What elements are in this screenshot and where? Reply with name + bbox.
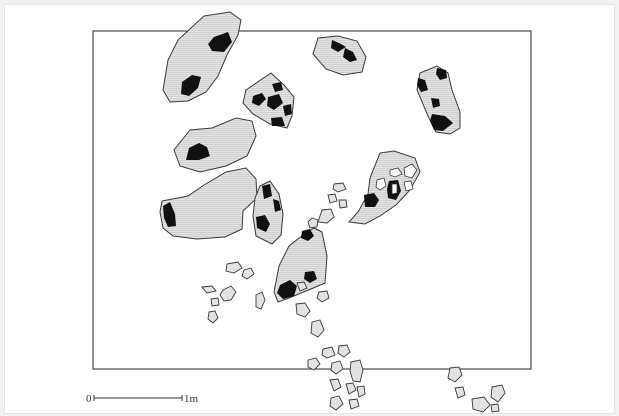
light-inclusions — [375, 163, 418, 195]
dark-patches — [163, 32, 453, 299]
dark-patch — [252, 93, 266, 106]
small-stone — [329, 395, 344, 411]
small-stone — [317, 208, 335, 224]
dark-patch — [272, 82, 283, 92]
light-inclusion — [389, 167, 403, 178]
dark-patch — [301, 229, 314, 241]
light-inclusion — [391, 183, 398, 195]
small-stone — [207, 310, 219, 324]
small-stone — [348, 398, 360, 410]
dark-patch — [208, 32, 232, 52]
dark-patch — [163, 202, 176, 227]
light-inclusion — [403, 163, 418, 179]
small-stone — [330, 360, 344, 375]
small-stone — [255, 291, 266, 310]
dark-patch — [256, 215, 270, 232]
small-stone — [338, 199, 348, 209]
dark-patch — [417, 78, 428, 92]
small-stone — [296, 281, 308, 292]
small-stones — [201, 182, 506, 413]
small-stone — [327, 193, 338, 204]
small-stone — [490, 384, 506, 403]
small-stone — [201, 285, 217, 294]
dark-patch — [186, 143, 210, 160]
dark-patch — [273, 199, 281, 212]
dark-patch — [267, 94, 283, 110]
dark-patch — [331, 40, 346, 52]
dark-patch — [277, 280, 297, 299]
light-inclusion — [403, 180, 414, 192]
small-stone — [295, 302, 311, 318]
small-stone — [345, 382, 357, 395]
small-stone — [219, 285, 237, 302]
small-stone — [241, 267, 255, 280]
small-stone — [210, 297, 220, 307]
scale-bar: 0 1m — [86, 393, 199, 405]
small-stone — [310, 319, 325, 338]
small-stone — [349, 359, 364, 383]
dark-patch — [181, 75, 201, 96]
small-stone — [329, 378, 342, 392]
small-stone — [490, 403, 500, 413]
dark-patch — [364, 193, 379, 207]
stone-b — [312, 35, 367, 76]
dark-patch — [283, 104, 292, 116]
trench-boundary — [92, 30, 532, 370]
dark-patch — [262, 184, 272, 199]
stone-a — [162, 11, 242, 103]
figure-frame — [4, 4, 615, 414]
scale-bar-end-label: 1m — [184, 393, 199, 405]
dark-patch — [436, 68, 447, 80]
small-stone — [454, 386, 466, 399]
small-stone — [316, 290, 330, 303]
dark-patch — [431, 98, 440, 108]
light-inclusion — [375, 177, 387, 191]
small-stone — [307, 217, 319, 229]
small-stone — [356, 385, 366, 398]
small-stone — [225, 261, 243, 274]
small-stone — [447, 366, 463, 383]
small-stone — [337, 344, 351, 358]
small-stone — [307, 357, 321, 371]
dark-patch — [430, 114, 453, 131]
small-stone — [321, 346, 336, 359]
dark-patch — [271, 117, 285, 126]
dark-patch — [343, 48, 357, 62]
stone-e — [173, 117, 257, 173]
dark-patch — [304, 271, 317, 283]
stone-g — [159, 167, 258, 240]
small-stone — [332, 182, 347, 193]
scale-bar-start-label: 0 — [86, 393, 92, 405]
small-stone — [471, 396, 491, 413]
